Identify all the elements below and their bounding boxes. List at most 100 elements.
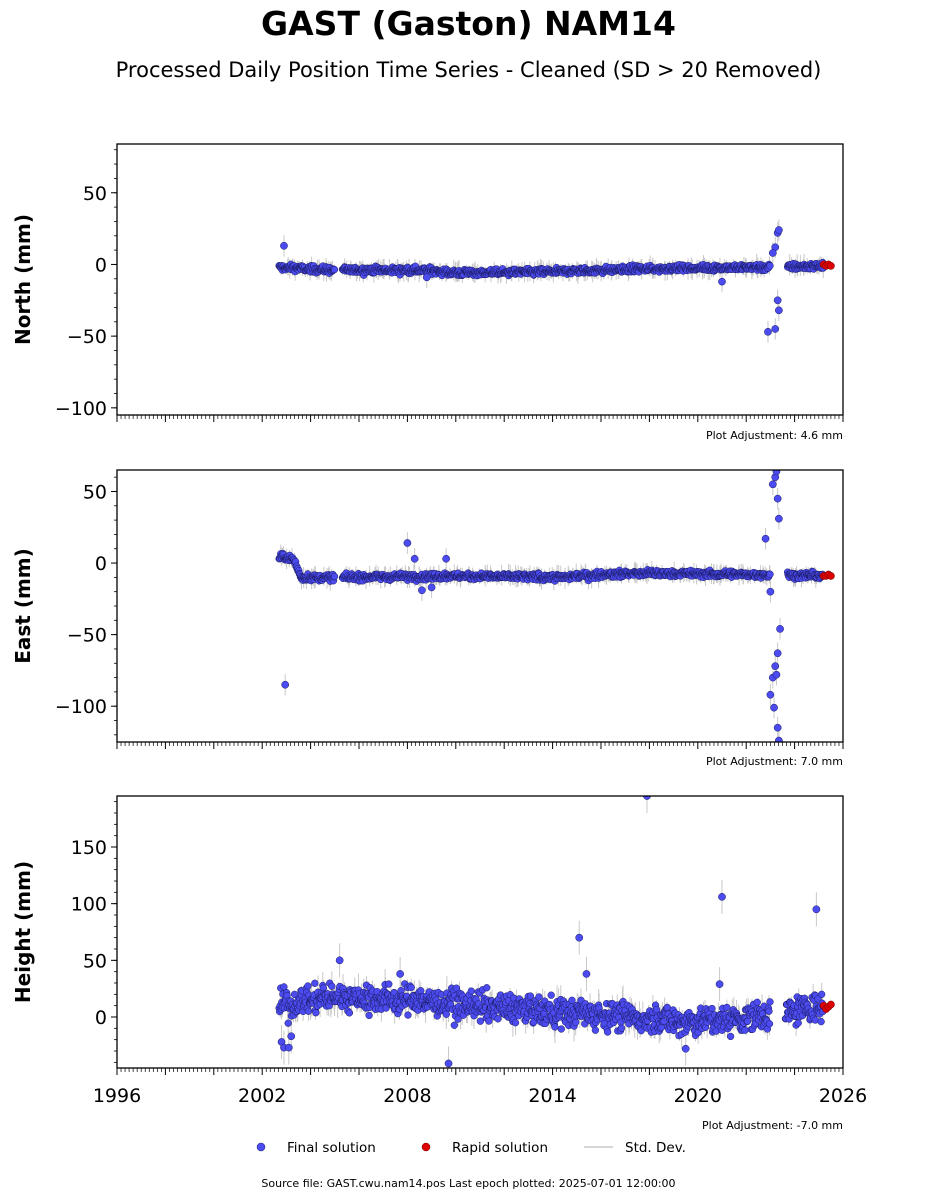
final-point bbox=[726, 1032, 735, 1041]
final-outlier-point bbox=[773, 296, 782, 305]
x-tick-label: 1996 bbox=[93, 1085, 141, 1107]
final-outlier-point bbox=[772, 670, 781, 679]
final-outlier-point bbox=[764, 327, 772, 336]
final-point bbox=[404, 1011, 412, 1019]
final-point bbox=[483, 984, 491, 992]
final-point bbox=[407, 983, 415, 992]
rapid-solution-points bbox=[819, 1000, 835, 1013]
final-point bbox=[572, 1018, 580, 1027]
y-tick-label: 50 bbox=[83, 481, 107, 503]
final-point bbox=[603, 1028, 612, 1036]
final-outlier-point bbox=[775, 736, 783, 742]
chart-title: GAST (Gaston) NAM14 bbox=[261, 4, 676, 43]
y-tick-label: 50 bbox=[83, 950, 107, 972]
rapid-point bbox=[827, 1000, 835, 1009]
final-point bbox=[551, 1023, 559, 1031]
final-outlier-point bbox=[776, 625, 784, 633]
final-point bbox=[708, 1004, 716, 1013]
final-point bbox=[723, 1003, 731, 1012]
final-outlier-point bbox=[775, 306, 783, 315]
final-point bbox=[365, 1011, 373, 1020]
final-outlier-point bbox=[772, 470, 781, 476]
y-axis-label: Height (mm) bbox=[11, 861, 35, 1003]
legend-final-label: Final solution bbox=[287, 1140, 376, 1156]
final-outlier-point bbox=[773, 723, 782, 732]
legend-rapid-label: Rapid solution bbox=[452, 1140, 548, 1156]
panel-height: 150 100 50 0 1996 2002 2008 2014 2020 2026 Height … bbox=[11, 795, 867, 1132]
final-outlier-point bbox=[766, 690, 775, 699]
final-point bbox=[454, 1015, 462, 1023]
data-layer bbox=[275, 796, 835, 1068]
final-solution-points bbox=[275, 226, 827, 336]
final-outlier-point bbox=[335, 956, 344, 965]
final-outlier-point bbox=[771, 325, 780, 333]
final-point bbox=[765, 1020, 774, 1028]
source-footer: Source file: GAST.cwu.nam14.pos Last epo… bbox=[261, 1177, 676, 1190]
final-point bbox=[557, 1025, 565, 1033]
y-axis-label: East (mm) bbox=[11, 548, 35, 664]
plot-adjustment-note: Plot Adjustment: 4.6 mm bbox=[706, 429, 843, 442]
x-tick-label: 2026 bbox=[819, 1085, 867, 1107]
final-point bbox=[794, 1019, 802, 1027]
rapid-solution-points bbox=[819, 260, 835, 270]
final-outlier-point bbox=[284, 1043, 293, 1052]
y-axis-label: North (mm) bbox=[11, 214, 35, 345]
final-outlier-point bbox=[442, 554, 450, 563]
y-tick-label: 100 bbox=[71, 894, 107, 916]
y-tick-label: 0 bbox=[95, 254, 107, 276]
final-outlier-point bbox=[422, 273, 431, 282]
final-point bbox=[467, 987, 475, 995]
plot-frame bbox=[116, 143, 844, 416]
final-outlier-point bbox=[418, 586, 426, 595]
final-point bbox=[818, 990, 826, 998]
final-outlier-point bbox=[410, 554, 419, 563]
final-outlier-point bbox=[768, 480, 777, 489]
final-outlier-point bbox=[681, 1044, 690, 1053]
std-dev-bars bbox=[280, 470, 822, 742]
y-tick-label: 50 bbox=[83, 183, 107, 205]
final-point bbox=[345, 1009, 354, 1017]
data-layer bbox=[275, 470, 835, 742]
final-point bbox=[766, 262, 774, 270]
final-solution-points bbox=[275, 470, 827, 742]
panel-north: 50 0 −50 −100 North (mm) Plot Adjustment: 4.6… bbox=[11, 143, 844, 442]
final-point bbox=[476, 1017, 485, 1025]
final-outlier-point bbox=[768, 249, 777, 257]
final-point bbox=[485, 1017, 493, 1025]
x-tick-label: 2020 bbox=[674, 1085, 722, 1107]
final-point bbox=[741, 1026, 749, 1034]
final-point bbox=[535, 993, 543, 1001]
plot-adjustment-note: Plot Adjustment: -7.0 mm bbox=[702, 1119, 843, 1132]
final-point bbox=[547, 991, 555, 999]
final-point bbox=[494, 1015, 502, 1023]
final-outlier-point bbox=[812, 905, 821, 914]
final-point bbox=[766, 998, 774, 1006]
final-outlier-point bbox=[403, 539, 412, 547]
final-point bbox=[330, 265, 339, 274]
final-outlier-point bbox=[773, 494, 782, 503]
final-point bbox=[568, 996, 576, 1004]
final-point bbox=[753, 998, 761, 1006]
final-outlier-point bbox=[775, 226, 783, 234]
final-outlier-point bbox=[771, 662, 780, 670]
x-tick-label: 2008 bbox=[383, 1085, 431, 1107]
final-point bbox=[526, 992, 535, 1000]
final-point bbox=[304, 982, 312, 990]
y-tick-label: 0 bbox=[95, 553, 107, 575]
chart-subtitle: Processed Daily Position Time Series - C… bbox=[115, 58, 822, 82]
y-tick-label: −50 bbox=[67, 326, 107, 348]
final-outlier-point bbox=[280, 241, 288, 250]
final-point bbox=[765, 1007, 773, 1015]
y-tick-label: 0 bbox=[95, 1007, 107, 1029]
std-dev-bars bbox=[279, 796, 824, 1068]
final-outlier-point bbox=[775, 514, 783, 523]
final-point bbox=[284, 1019, 292, 1027]
final-solution-points bbox=[275, 796, 827, 1068]
plot-adjustment-note: Plot Adjustment: 7.0 mm bbox=[706, 755, 843, 768]
plot-frame bbox=[116, 469, 844, 743]
final-point bbox=[652, 1005, 661, 1014]
final-outlier-point bbox=[427, 583, 436, 592]
final-outlier-point bbox=[770, 703, 778, 712]
final-point bbox=[591, 1026, 600, 1034]
final-outlier-point bbox=[575, 933, 584, 942]
